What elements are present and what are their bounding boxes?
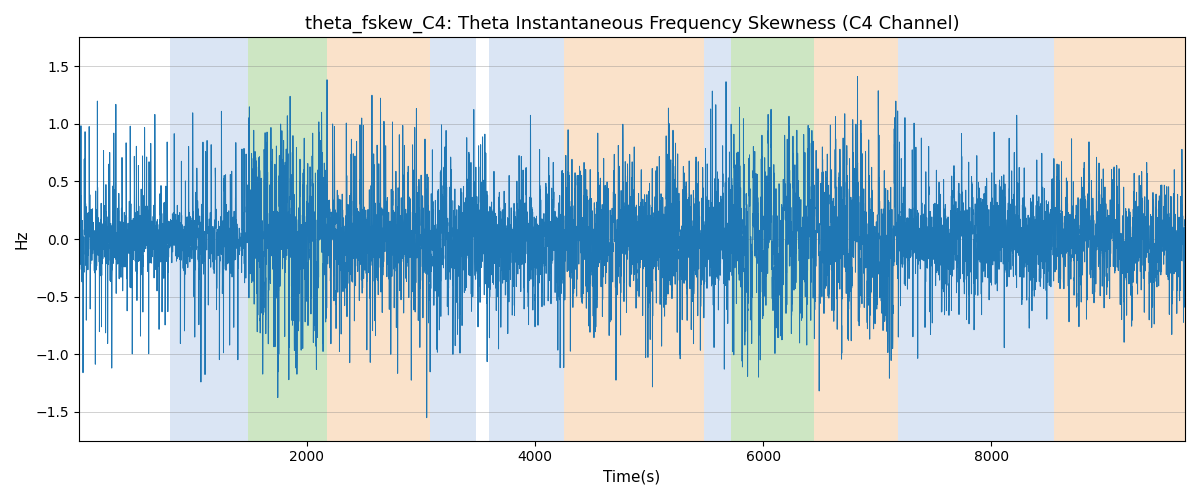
Bar: [328, 38, 430, 440]
Bar: [703, 38, 731, 440]
Bar: [564, 38, 703, 440]
Bar: [815, 38, 898, 440]
Bar: [1054, 38, 1186, 440]
Y-axis label: Hz: Hz: [14, 230, 30, 249]
Bar: [490, 38, 564, 440]
Bar: [430, 38, 475, 440]
Bar: [731, 38, 815, 440]
X-axis label: Time(s): Time(s): [604, 470, 660, 485]
Bar: [170, 38, 247, 440]
Bar: [898, 38, 936, 440]
Bar: [247, 38, 328, 440]
Bar: [936, 38, 1054, 440]
Title: theta_fskew_C4: Theta Instantaneous Frequency Skewness (C4 Channel): theta_fskew_C4: Theta Instantaneous Freq…: [305, 15, 959, 34]
